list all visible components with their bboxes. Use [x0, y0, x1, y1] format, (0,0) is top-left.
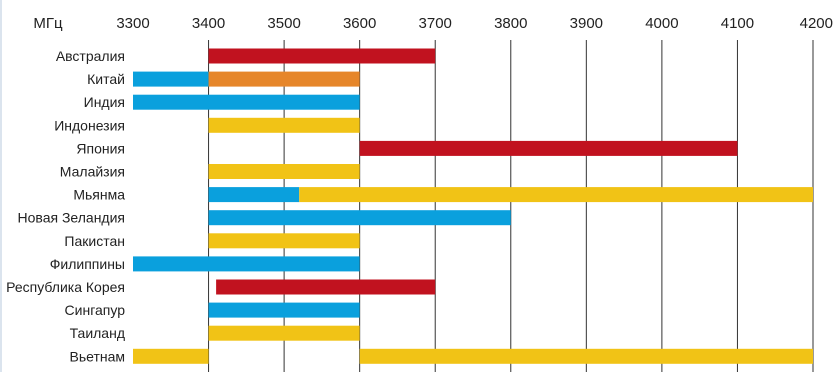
bar-segment	[208, 187, 300, 203]
x-tick-label-3600: 3600	[343, 15, 376, 32]
x-tick-label-3500: 3500	[267, 15, 300, 32]
x-tick-label-3400: 3400	[192, 15, 225, 32]
bar-segment	[208, 71, 360, 87]
category-label: Таиланд	[70, 325, 125, 341]
category-label: Республика Корея	[6, 279, 125, 295]
x-unit-label: МГц	[33, 15, 63, 32]
bar-segment	[208, 325, 360, 341]
category-label: Новая Зеландия	[18, 210, 125, 226]
x-tick-label-3700: 3700	[419, 15, 452, 32]
bar-segment	[133, 348, 209, 364]
bar-segment	[359, 348, 813, 364]
bar-segment	[208, 233, 360, 249]
bar-segment	[208, 210, 511, 226]
tick-layer: 3300 3400 3500 3600 3700 3800 3900 4000 4100 4200	[116, 15, 833, 32]
category-label: Сингапур	[65, 302, 126, 318]
category-label: Мьянма	[73, 187, 125, 203]
category-label: Китай	[87, 71, 125, 87]
category-label: Пакистан	[64, 233, 125, 249]
x-tick-label-3800: 3800	[494, 15, 527, 32]
x-tick-label-3300: 3300	[116, 15, 149, 32]
x-tick-label-4100: 4100	[721, 15, 754, 32]
category-label: Австралия	[56, 48, 125, 64]
x-tick-label-4200: 4200	[800, 15, 833, 32]
bar-segment	[216, 279, 436, 295]
grid-layer	[208, 40, 814, 372]
bar-segment	[208, 117, 360, 133]
bar-segment	[133, 71, 209, 87]
bar-segment	[133, 94, 360, 110]
category-label: Вьетнам	[69, 348, 125, 364]
x-tick-label-3900: 3900	[570, 15, 603, 32]
category-label: Индонезия	[54, 117, 125, 133]
bar-segment	[208, 48, 436, 64]
x-tick-label-4000: 4000	[645, 15, 678, 32]
bar-segment	[133, 256, 360, 272]
bar-segment	[299, 187, 813, 203]
bar-segment	[359, 140, 738, 156]
category-label: Малайзия	[60, 164, 125, 180]
bar-segment	[208, 302, 360, 318]
bar-segment	[208, 164, 360, 179]
bar-layer	[133, 48, 813, 364]
category-label: Индия	[84, 94, 125, 110]
category-label: Филиппины	[50, 256, 125, 272]
category-label: Япония	[76, 140, 125, 156]
label-layer: Австралия Китай Индия Индонезия Япония Малайз…	[6, 48, 125, 364]
